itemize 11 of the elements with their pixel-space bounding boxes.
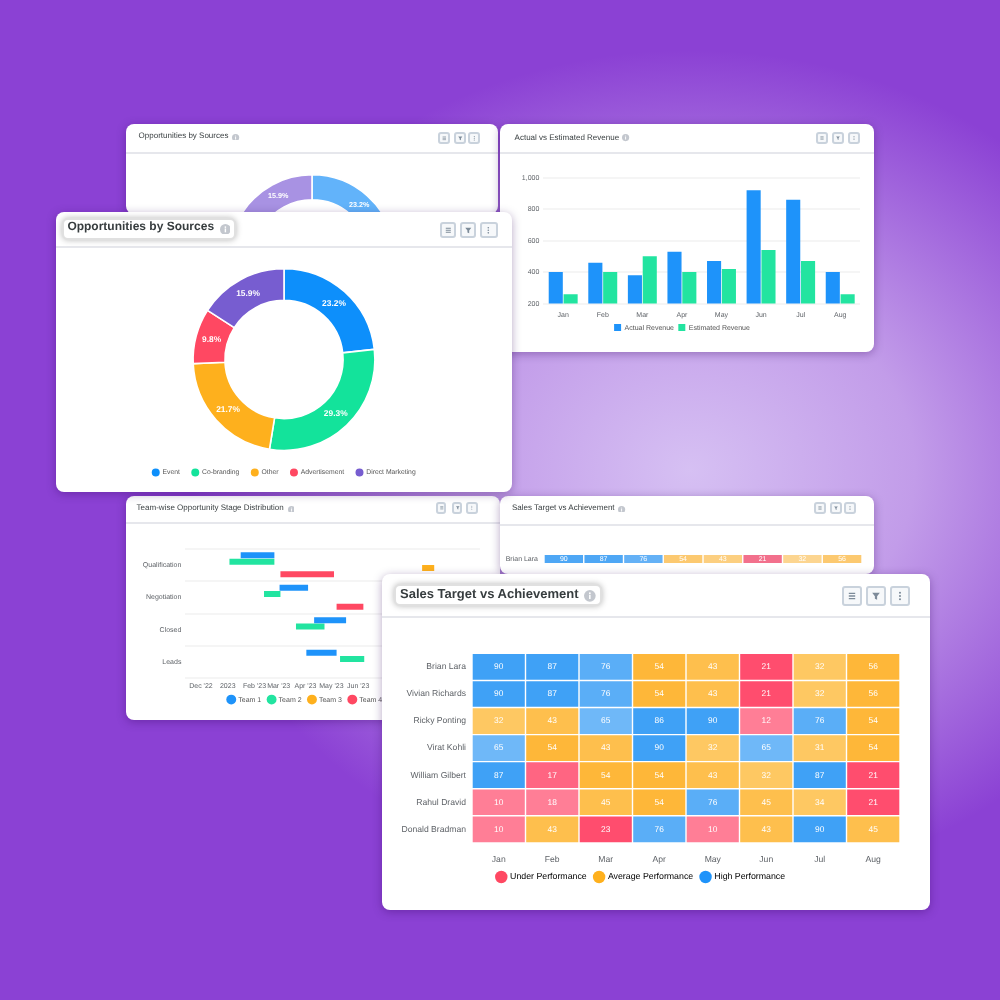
bar	[280, 571, 334, 578]
bar	[336, 603, 364, 610]
bar	[240, 552, 275, 559]
bar	[229, 558, 275, 565]
bar	[306, 649, 337, 656]
bar	[422, 564, 435, 571]
bar	[264, 591, 281, 598]
bar	[279, 584, 309, 591]
bar	[314, 617, 347, 624]
bar	[295, 623, 325, 630]
bar	[340, 656, 365, 663]
